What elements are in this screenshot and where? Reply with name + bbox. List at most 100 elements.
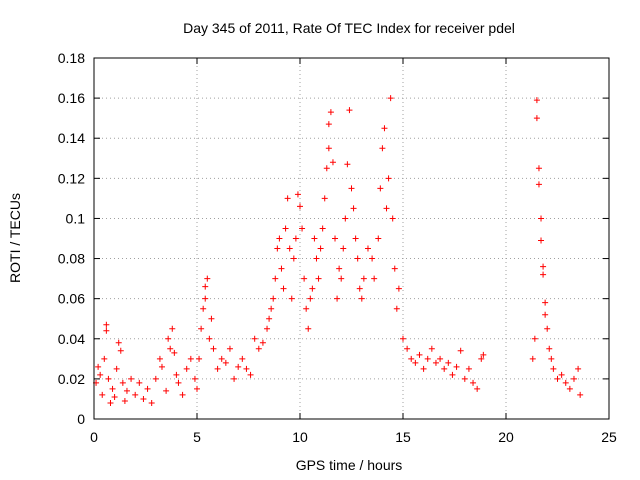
data-point <box>432 359 439 366</box>
data-point <box>544 325 551 332</box>
axis-ticks: 0 0.02 0.04 0.06 0.08 0.1 0.12 0.14 0.16 0.18 0 5 10… <box>58 50 617 445</box>
data-point <box>200 305 207 312</box>
data-point <box>264 325 271 332</box>
data-point <box>243 365 250 372</box>
data-point <box>144 385 151 392</box>
data-point <box>111 393 118 400</box>
data-point <box>352 235 359 242</box>
data-point <box>247 371 254 378</box>
data-point <box>198 325 205 332</box>
data-point <box>344 161 351 168</box>
data-point <box>531 335 538 342</box>
data-point <box>550 365 557 372</box>
data-point <box>208 315 215 322</box>
data-point <box>375 235 382 242</box>
x-tick-label: 5 <box>193 429 201 445</box>
data-point <box>280 285 287 292</box>
data-point <box>340 245 347 252</box>
data-point <box>103 321 110 328</box>
data-point <box>152 375 159 382</box>
data-point <box>319 225 326 232</box>
data-point <box>255 345 262 352</box>
data-point <box>167 345 174 352</box>
data-point <box>173 371 180 378</box>
data-point <box>558 371 565 378</box>
data-point <box>391 265 398 272</box>
data-point <box>478 355 485 362</box>
data-point <box>231 375 238 382</box>
data-point <box>538 215 545 222</box>
data-point <box>360 275 367 282</box>
data-point <box>332 235 339 242</box>
data-point <box>449 371 456 378</box>
data-point <box>214 365 221 372</box>
y-tick-label: 0.02 <box>58 371 85 387</box>
data-point <box>400 335 406 342</box>
x-tick-label: 10 <box>292 429 308 445</box>
data-point <box>383 205 390 212</box>
data-point <box>329 159 336 166</box>
data-point <box>235 363 242 370</box>
x-tick-label: 15 <box>395 429 411 445</box>
plot-frame <box>93 57 610 420</box>
data-point <box>158 363 165 370</box>
data-point <box>239 355 246 362</box>
data-point <box>115 339 122 346</box>
data-point <box>393 305 400 312</box>
data-point <box>538 237 545 244</box>
data-point <box>350 205 357 212</box>
data-point <box>566 385 573 392</box>
data-point <box>278 265 285 272</box>
data-point <box>453 363 460 370</box>
data-point <box>259 339 266 346</box>
data-point <box>95 363 102 370</box>
data-point <box>424 355 431 362</box>
data-point <box>334 295 341 302</box>
data-point <box>307 295 314 302</box>
data-point <box>336 265 343 272</box>
data-point <box>408 355 415 362</box>
data-point <box>117 347 124 354</box>
data-point <box>535 165 542 172</box>
data-point <box>109 385 116 392</box>
data-point <box>379 145 386 152</box>
x-axis-label: GPS time / hours <box>296 457 403 473</box>
data-points <box>93 95 584 406</box>
data-point <box>474 385 481 392</box>
data-point <box>535 181 542 188</box>
data-point <box>169 325 176 332</box>
data-point <box>577 391 584 398</box>
data-point <box>123 387 130 394</box>
data-point <box>546 345 553 352</box>
data-point <box>179 391 186 398</box>
data-point <box>395 285 402 292</box>
data-point <box>303 305 310 312</box>
data-point <box>554 375 561 382</box>
data-point <box>533 97 540 104</box>
data-point <box>364 245 371 252</box>
data-point <box>315 275 322 282</box>
y-tick-label: 0.14 <box>58 130 85 146</box>
data-point <box>533 115 540 122</box>
data-point <box>387 95 394 102</box>
data-point <box>299 225 306 232</box>
x-tick-label: 25 <box>601 429 617 445</box>
data-point <box>416 351 423 358</box>
data-point <box>540 263 547 270</box>
data-point <box>385 175 392 182</box>
x-tick-label: 20 <box>498 429 514 445</box>
y-tick-label: 0.06 <box>58 291 85 307</box>
data-point <box>103 327 110 334</box>
data-point <box>311 235 318 242</box>
data-point <box>465 365 472 372</box>
data-point <box>420 365 427 372</box>
data-point <box>183 365 190 372</box>
data-point <box>268 305 275 312</box>
data-point <box>389 215 396 222</box>
data-point <box>313 255 320 262</box>
data-point <box>286 245 293 252</box>
data-point <box>441 365 448 372</box>
data-point <box>321 195 328 202</box>
